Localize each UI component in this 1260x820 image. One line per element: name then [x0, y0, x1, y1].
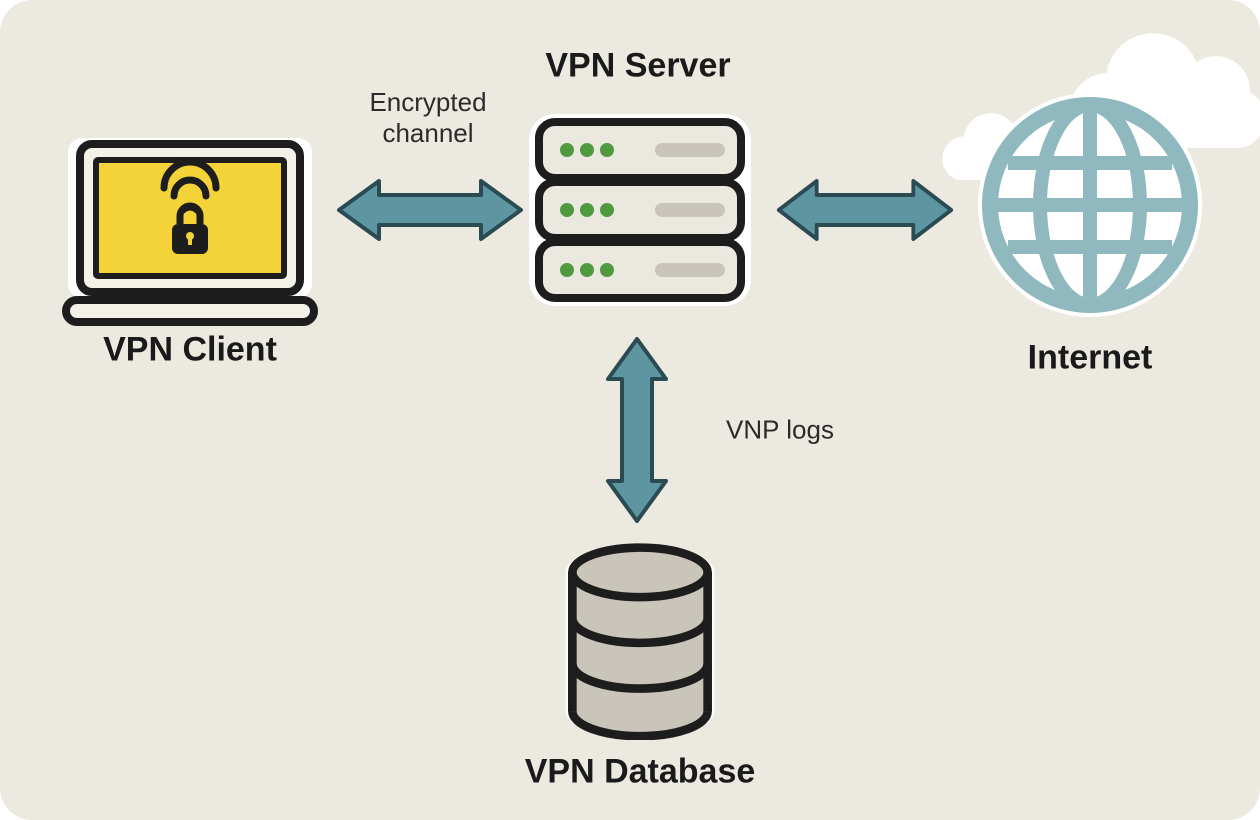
database-icon	[555, 540, 725, 740]
internet-label: Internet	[1028, 339, 1153, 378]
diagram-canvas: VPN Client VPN Server	[0, 0, 1260, 820]
vpn-logs-label: VNP logs	[726, 414, 834, 445]
server-icon	[525, 110, 755, 310]
encrypted-channel-label: Encryptedchannel	[369, 87, 486, 149]
double-arrow-icon	[335, 175, 525, 245]
globe-icon	[970, 85, 1210, 325]
laptop-icon	[60, 120, 320, 340]
vpn-database-label: VPN Database	[525, 753, 756, 792]
vpn-client-label: VPN Client	[103, 331, 277, 370]
double-arrow-vertical-icon	[602, 335, 672, 525]
vpn-server-label: VPN Server	[545, 47, 730, 86]
double-arrow-icon	[775, 175, 955, 245]
